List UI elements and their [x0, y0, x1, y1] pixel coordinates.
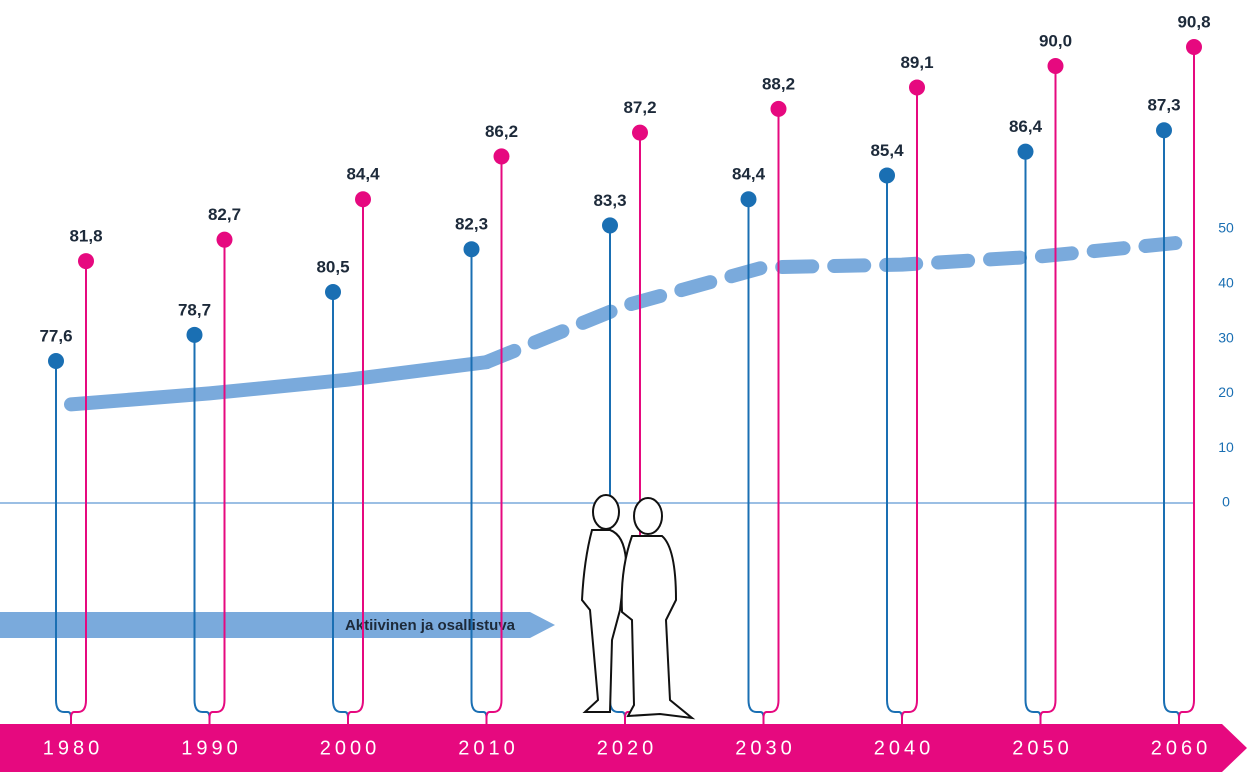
stem — [470, 249, 488, 724]
y2-tick-label: 0 — [1222, 494, 1230, 510]
y2-tick-label: 20 — [1218, 384, 1234, 400]
dot — [325, 284, 341, 301]
dot — [463, 241, 480, 258]
x-tick-label: 2000 — [320, 737, 381, 759]
dot — [1017, 143, 1034, 160]
stem — [55, 361, 72, 724]
dot — [740, 191, 757, 208]
stem — [208, 239, 226, 724]
value-label: 77,6 — [39, 326, 72, 345]
x-tick-label: 2040 — [874, 737, 935, 759]
stem — [1178, 47, 1195, 724]
value-label: 88,2 — [762, 74, 795, 93]
dot — [186, 326, 203, 343]
value-label: 78,7 — [178, 300, 211, 319]
value-label: 90,0 — [1039, 32, 1072, 51]
x-tick-label: 1990 — [181, 737, 242, 759]
dot — [48, 353, 64, 369]
y2-tick-label: 50 — [1218, 220, 1234, 236]
dot — [493, 148, 510, 165]
dot — [78, 253, 94, 270]
value-label: 83,3 — [593, 191, 626, 210]
value-label: 81,8 — [69, 227, 102, 246]
dot — [632, 124, 648, 141]
dot — [355, 191, 371, 208]
dot — [1156, 122, 1172, 139]
stem — [70, 261, 87, 724]
dot — [602, 217, 618, 234]
x-tick-label: 2050 — [1012, 737, 1073, 759]
stem — [901, 87, 918, 724]
value-label: 84,4 — [732, 165, 766, 184]
value-label: 82,3 — [455, 215, 488, 234]
value-label: 80,5 — [316, 257, 349, 276]
value-label: 85,4 — [870, 141, 904, 160]
x-tick-label: 2010 — [458, 737, 519, 759]
stem — [485, 156, 503, 724]
dot — [909, 79, 925, 96]
value-label: 90,8 — [1177, 12, 1210, 31]
year-band — [0, 724, 1247, 772]
y2-tick-label: 40 — [1218, 275, 1234, 291]
y2-tick-label: 10 — [1218, 439, 1234, 455]
y2-tick-label: 30 — [1218, 329, 1234, 345]
people-illustration — [580, 494, 696, 720]
x-tick-label: 2020 — [597, 737, 658, 759]
dot — [879, 167, 895, 184]
value-label: 82,7 — [208, 205, 241, 224]
value-label: 87,3 — [1147, 96, 1180, 115]
dot — [770, 100, 787, 117]
dot — [216, 231, 233, 248]
stem — [762, 108, 780, 724]
arrow-label: Aktiivinen ja osallistuva — [345, 617, 516, 634]
value-label: 89,1 — [900, 53, 933, 72]
trend-line — [64, 355, 494, 412]
stem — [347, 199, 364, 724]
x-tick-label: 1980 — [43, 737, 104, 759]
stem — [1163, 130, 1180, 724]
value-label: 84,4 — [346, 165, 380, 184]
stem — [1024, 151, 1042, 724]
stem — [1039, 66, 1057, 724]
value-label: 86,4 — [1009, 117, 1043, 136]
value-label: 87,2 — [623, 98, 656, 117]
x-tick-label: 2060 — [1151, 737, 1212, 759]
timeline-arrow — [0, 612, 555, 638]
dot — [1047, 58, 1064, 75]
stem — [332, 292, 349, 724]
trend-line — [479, 235, 1186, 370]
x-tick-label: 2030 — [735, 737, 796, 759]
value-label: 86,2 — [485, 122, 518, 141]
dot — [1186, 39, 1202, 55]
